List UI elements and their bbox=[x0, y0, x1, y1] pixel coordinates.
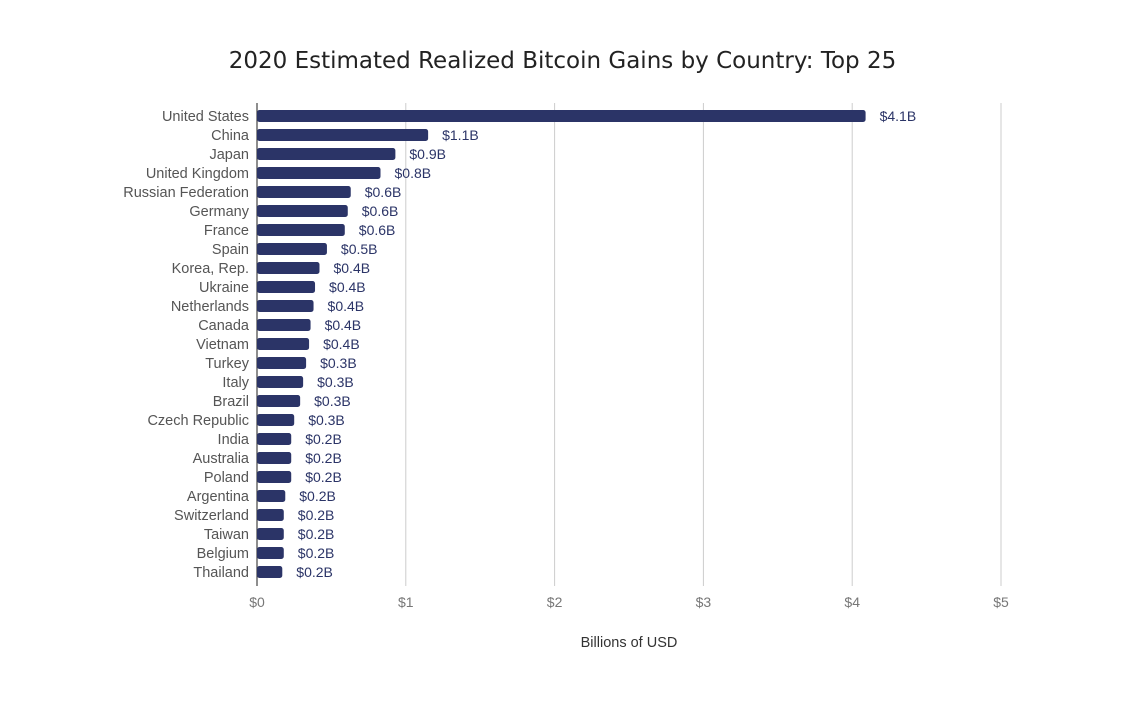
data-label: $0.4B bbox=[329, 279, 366, 295]
data-label: $0.8B bbox=[395, 165, 432, 181]
bar bbox=[257, 281, 316, 293]
category-label: United States bbox=[162, 109, 249, 125]
data-label: $4.1B bbox=[880, 108, 917, 124]
data-label: $0.6B bbox=[359, 222, 396, 238]
category-label: France bbox=[204, 223, 249, 239]
category-label: Poland bbox=[204, 470, 249, 486]
bar bbox=[257, 129, 429, 141]
category-label: Thailand bbox=[193, 565, 249, 581]
category-label: Vietnam bbox=[196, 337, 249, 353]
bar bbox=[257, 452, 292, 464]
data-label: $0.2B bbox=[298, 545, 335, 561]
data-label: $0.2B bbox=[296, 564, 333, 580]
bar bbox=[257, 148, 396, 160]
data-label: $0.5B bbox=[341, 241, 378, 257]
category-label: Argentina bbox=[187, 489, 250, 505]
category-label: Spain bbox=[212, 242, 249, 258]
x-tick-label: $1 bbox=[398, 594, 414, 610]
data-label: $0.4B bbox=[325, 317, 362, 333]
bar bbox=[257, 414, 295, 426]
category-label: Russian Federation bbox=[123, 185, 249, 201]
bar bbox=[257, 167, 381, 179]
category-label: Belgium bbox=[197, 546, 249, 562]
data-label: $0.4B bbox=[328, 298, 365, 314]
bar bbox=[257, 490, 286, 502]
category-label: Brazil bbox=[213, 394, 249, 410]
category-label: Australia bbox=[193, 451, 250, 467]
bar bbox=[257, 528, 284, 540]
data-label: $0.2B bbox=[298, 507, 335, 523]
category-label: United Kingdom bbox=[146, 166, 249, 182]
category-label: Taiwan bbox=[204, 527, 249, 543]
category-label: Japan bbox=[209, 147, 249, 163]
bar bbox=[257, 395, 301, 407]
data-label: $0.6B bbox=[365, 184, 402, 200]
category-label: Korea, Rep. bbox=[172, 261, 249, 277]
bar bbox=[257, 338, 310, 350]
data-label: $0.2B bbox=[305, 450, 342, 466]
data-label: $0.2B bbox=[305, 431, 342, 447]
x-tick-label: $0 bbox=[249, 594, 265, 610]
data-label: $0.4B bbox=[333, 260, 370, 276]
category-label: Ukraine bbox=[199, 280, 249, 296]
bar bbox=[257, 110, 866, 122]
bar bbox=[257, 262, 320, 274]
bar bbox=[257, 300, 314, 312]
bar bbox=[257, 547, 284, 559]
x-tick-label: $3 bbox=[696, 594, 712, 610]
data-label: $0.4B bbox=[323, 336, 360, 352]
x-tick-label: $4 bbox=[844, 594, 860, 610]
data-label: $0.2B bbox=[299, 488, 336, 504]
data-label: $0.6B bbox=[362, 203, 399, 219]
category-label: Netherlands bbox=[171, 299, 249, 315]
x-axis-label: Billions of USD bbox=[581, 635, 678, 651]
category-label: Czech Republic bbox=[147, 413, 249, 429]
data-label: $0.3B bbox=[308, 412, 345, 428]
bar bbox=[257, 376, 304, 388]
data-label: $0.3B bbox=[320, 355, 357, 371]
category-label: India bbox=[218, 432, 250, 448]
data-label: $1.1B bbox=[442, 127, 479, 143]
bar bbox=[257, 433, 292, 445]
category-label: Switzerland bbox=[174, 508, 249, 524]
bar bbox=[257, 509, 284, 521]
bar bbox=[257, 205, 348, 217]
data-label: $0.2B bbox=[298, 526, 335, 542]
bar bbox=[257, 357, 307, 369]
category-label: China bbox=[211, 128, 250, 144]
category-label: Italy bbox=[222, 375, 249, 391]
bar bbox=[257, 243, 327, 255]
x-tick-label: $2 bbox=[547, 594, 563, 610]
x-tick-label: $5 bbox=[993, 594, 1009, 610]
data-label: $0.3B bbox=[317, 374, 354, 390]
category-label: Canada bbox=[198, 318, 250, 334]
bar bbox=[257, 471, 292, 483]
bar bbox=[257, 224, 345, 236]
bar bbox=[257, 319, 311, 331]
category-label: Germany bbox=[189, 204, 249, 220]
bar bbox=[257, 186, 351, 198]
category-label: Turkey bbox=[205, 356, 250, 372]
data-label: $0.2B bbox=[305, 469, 342, 485]
chart-title: 2020 Estimated Realized Bitcoin Gains by… bbox=[228, 48, 897, 74]
bar bbox=[257, 566, 283, 578]
data-label: $0.3B bbox=[314, 393, 351, 409]
data-label: $0.9B bbox=[409, 146, 446, 162]
